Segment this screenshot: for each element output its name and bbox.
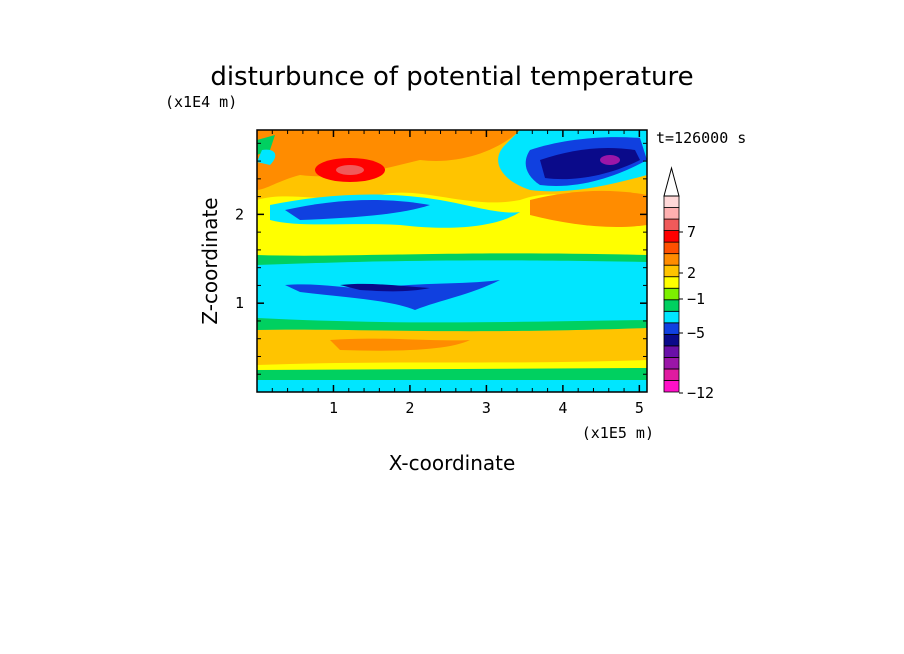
- colorbar-swatch: [663, 310, 680, 324]
- colorbar-extend-arrow: [663, 166, 680, 197]
- heatmap-field: [257, 130, 647, 392]
- mid-cold-streak: [285, 280, 500, 310]
- colorbar-level-label: −1: [687, 290, 705, 308]
- colorbar-swatch: [663, 299, 680, 312]
- colorbar-swatch: [663, 218, 680, 231]
- colorbar-swatch: [663, 276, 680, 289]
- x-tick-label: 5: [635, 399, 644, 417]
- colorbar-swatch: [663, 380, 680, 393]
- colorbar: [663, 166, 680, 393]
- axis-ticks: [257, 130, 647, 392]
- colorbar-swatch: [663, 357, 680, 370]
- right-warm-region: [530, 190, 647, 227]
- lower-warm-band: [257, 328, 647, 365]
- colorbar-level-label: −5: [687, 324, 705, 342]
- y-tick-label: 1: [235, 294, 244, 312]
- x-tick-label: 4: [558, 399, 567, 417]
- x-tick-label: 2: [405, 399, 414, 417]
- colorbar-swatch: [663, 287, 680, 301]
- colorbar-level-label: −12: [687, 384, 714, 402]
- colorbar-swatch: [663, 195, 680, 208]
- colorbar-swatch: [663, 264, 680, 278]
- colorbar-swatch: [663, 322, 680, 335]
- x-axis-label: X-coordinate: [389, 451, 516, 475]
- colorbar-level-label: 2: [687, 264, 696, 282]
- colorbar-swatch: [663, 253, 680, 266]
- y-unit-label: (x1E4 m): [165, 93, 237, 111]
- colorbar-swatch: [663, 333, 680, 347]
- y-tick-label: 2: [235, 205, 244, 223]
- colorbar-swatch: [663, 230, 680, 243]
- axis-tick-labels: 1 2 3 4 5 1 2: [235, 205, 644, 417]
- x-tick-label: 1: [329, 399, 338, 417]
- x-unit-label: (x1E5 m): [582, 424, 654, 442]
- x-tick-label: 3: [482, 399, 491, 417]
- colorbar-level-label: 7: [687, 223, 696, 241]
- colorbar-swatch: [663, 207, 680, 220]
- colorbar-labels: 7 2 −1 −5 −12: [679, 223, 714, 402]
- colorbar-swatch: [663, 241, 680, 255]
- y-axis-label: Z-coordinate: [198, 197, 222, 324]
- plot-frame: [256, 129, 648, 393]
- chart-title: disturbunce of potential temperature: [210, 62, 693, 92]
- time-label: t=126000 s: [656, 129, 746, 147]
- colorbar-swatch: [663, 345, 680, 358]
- colorbar-swatch: [663, 368, 680, 381]
